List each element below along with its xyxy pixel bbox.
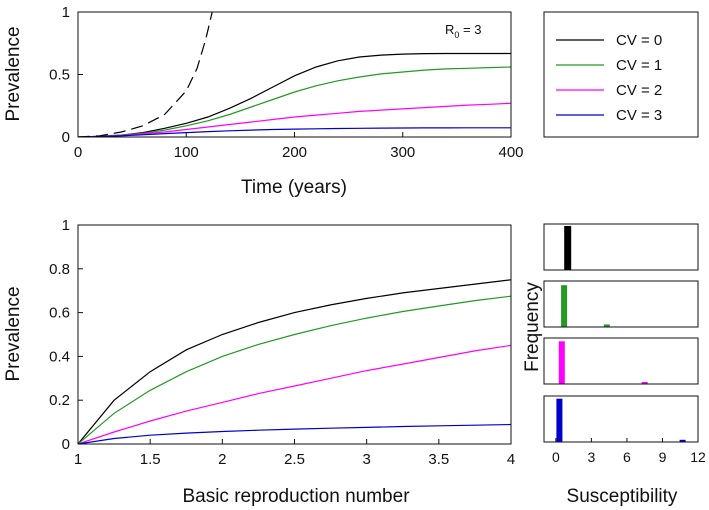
r0-y-tick-label: 0.8 bbox=[49, 261, 70, 278]
r0-y-tick-label: 1 bbox=[62, 217, 70, 234]
r0-x-tick-label: 1.5 bbox=[140, 451, 161, 468]
r0-x-axis-label: Basic reproduction number bbox=[182, 486, 410, 507]
r0-x-tick-label: 2.5 bbox=[284, 451, 305, 468]
susceptibility-panel-cv-1 bbox=[543, 280, 699, 328]
r0-x-tick-label: 3 bbox=[362, 451, 370, 468]
time-y-tick-label: 1 bbox=[62, 4, 70, 21]
susceptibility-panel-frame bbox=[543, 280, 699, 328]
time-series-cv-2 bbox=[78, 102, 511, 137]
r0-y-tick-label: 0.6 bbox=[49, 305, 70, 322]
r0-series-cv-1 bbox=[78, 295, 511, 444]
susceptibility-x-tick-label: 9 bbox=[659, 449, 667, 465]
r0-y-axis-label: Prevalence bbox=[3, 286, 24, 381]
time-x-tick-label: 200 bbox=[282, 144, 307, 161]
susceptibility-bar bbox=[641, 382, 648, 384]
susceptibility-x-axis-label: Susceptibility bbox=[567, 486, 678, 507]
legend-frame bbox=[543, 11, 699, 138]
r0-chart: 1 1.5 2 2.5 3 3.5 4 0 0.2 0.4 0.6 0.8 1 Basic reprod… bbox=[3, 217, 515, 507]
time-series-cv-1 bbox=[78, 66, 511, 137]
time-y-axis-label: Prevalence bbox=[3, 26, 24, 121]
time-plot-area bbox=[78, 12, 511, 137]
r0-ticks: 1 1.5 2 2.5 3 3.5 4 0 0.2 0.4 0.6 0.8 1 bbox=[49, 217, 515, 468]
susceptibility-bar bbox=[679, 439, 686, 442]
legend: CV = 0 CV = 1 CV = 2 CV = 3 bbox=[543, 11, 699, 138]
time-y-tick-label: 0 bbox=[62, 129, 70, 146]
legend-item-cv-0: CV = 0 bbox=[556, 32, 662, 49]
susceptibility-bar bbox=[558, 341, 565, 384]
r0-y-tick-label: 0 bbox=[62, 436, 70, 453]
time-series-cv-0 bbox=[78, 52, 511, 137]
time-series-exponential bbox=[78, 12, 213, 137]
susceptibility-panel-cv-3 bbox=[543, 395, 699, 443]
susceptibility-panel-cv-0 bbox=[543, 223, 699, 271]
r0-plot-area bbox=[78, 279, 511, 444]
r0-annotation: R0 = 3 bbox=[445, 22, 481, 40]
susceptibility-bar bbox=[556, 398, 563, 442]
r0-x-tick-label: 4 bbox=[507, 451, 515, 468]
legend-item-cv-3: CV = 3 bbox=[556, 107, 662, 124]
frequency-y-axis-label: Frequency bbox=[522, 282, 543, 372]
susceptibility-bar bbox=[564, 226, 572, 270]
r0-annotation-sub: 0 bbox=[454, 30, 459, 40]
time-y-tick-label: 0.5 bbox=[49, 67, 70, 84]
r0-x-tick-label: 2 bbox=[218, 451, 226, 468]
susceptibility-ticks: 0 3 6 9 12 bbox=[552, 438, 706, 465]
r0-annotation-rest: = 3 bbox=[459, 22, 481, 37]
time-x-tick-label: 100 bbox=[174, 144, 199, 161]
r0-series-cv-0 bbox=[78, 279, 511, 444]
time-x-tick-label: 0 bbox=[74, 144, 82, 161]
susceptibility-panel-frame bbox=[543, 223, 699, 271]
time-x-tick-label: 400 bbox=[498, 144, 523, 161]
legend-label: CV = 0 bbox=[616, 32, 662, 49]
legend-label: CV = 3 bbox=[616, 107, 662, 124]
time-ticks: 0 100 200 300 400 0 0.5 1 bbox=[49, 4, 523, 161]
susceptibility-bar bbox=[603, 324, 610, 327]
legend-item-cv-1: CV = 1 bbox=[556, 57, 662, 74]
susceptibility-chart: 0 3 6 9 12 Susceptibility Frequency bbox=[522, 223, 706, 507]
r0-y-tick-label: 0.4 bbox=[49, 348, 70, 365]
legend-label: CV = 1 bbox=[616, 57, 662, 74]
legend-label: CV = 2 bbox=[616, 82, 662, 99]
r0-annotation-base: R bbox=[445, 22, 454, 37]
r0-series-cv-2 bbox=[78, 344, 511, 444]
time-x-tick-label: 300 bbox=[390, 144, 415, 161]
susceptibility-panel-cv-2 bbox=[543, 337, 699, 385]
time-x-axis-label: Time (years) bbox=[241, 177, 347, 198]
susceptibility-panel-frame bbox=[543, 337, 699, 385]
r0-series-cv-3 bbox=[78, 423, 511, 444]
susceptibility-x-tick-label: 3 bbox=[587, 449, 595, 465]
susceptibility-panel-frame bbox=[543, 395, 699, 443]
susceptibility-x-tick-label: 0 bbox=[552, 449, 560, 465]
r0-x-tick-label: 1 bbox=[74, 451, 82, 468]
susceptibility-x-tick-label: 12 bbox=[690, 449, 706, 465]
time-series-cv-3 bbox=[78, 127, 511, 137]
legend-item-cv-2: CV = 2 bbox=[556, 82, 662, 99]
r0-x-tick-label: 3.5 bbox=[428, 451, 449, 468]
susceptibility-panels bbox=[543, 223, 699, 443]
susceptibility-x-tick-label: 6 bbox=[623, 449, 631, 465]
r0-y-tick-label: 0.2 bbox=[49, 392, 70, 409]
susceptibility-bar bbox=[561, 285, 568, 327]
